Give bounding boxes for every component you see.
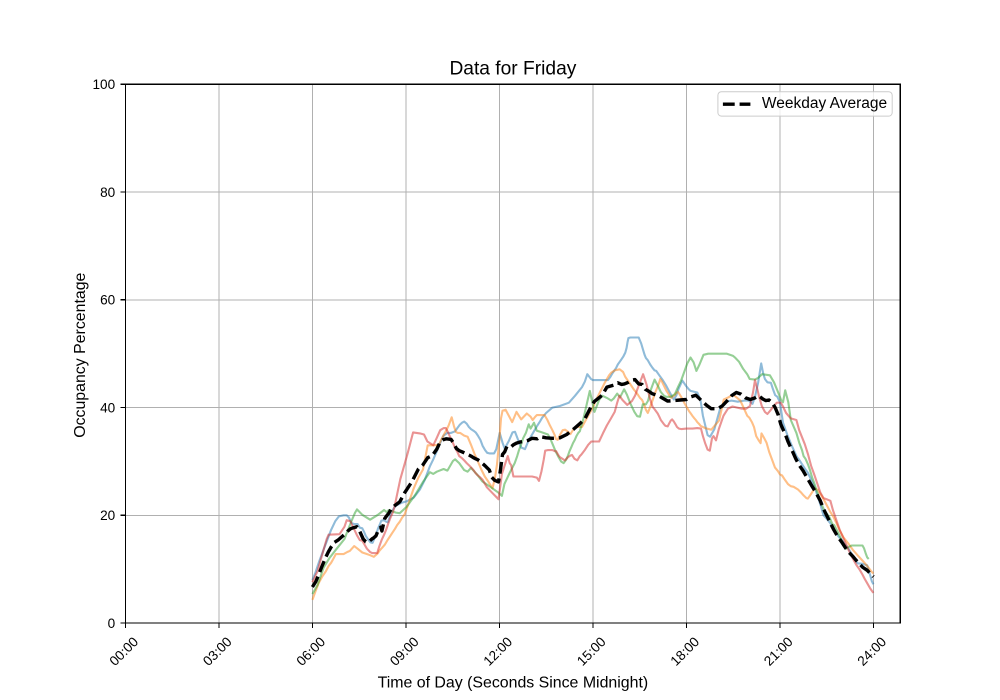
svg-text:Occupancy Percentage: Occupancy Percentage [72, 272, 89, 437]
svg-text:60: 60 [100, 293, 116, 308]
svg-text:0: 0 [108, 616, 116, 631]
svg-text:80: 80 [100, 185, 116, 200]
svg-text:Weekday Average: Weekday Average [762, 95, 887, 112]
svg-text:100: 100 [93, 77, 116, 92]
svg-text:Time of Day (Seconds Since Mid: Time of Day (Seconds Since Midnight) [378, 674, 649, 691]
svg-text:20: 20 [100, 508, 116, 523]
svg-text:40: 40 [100, 401, 116, 416]
svg-text:Data for Friday: Data for Friday [449, 59, 576, 80]
